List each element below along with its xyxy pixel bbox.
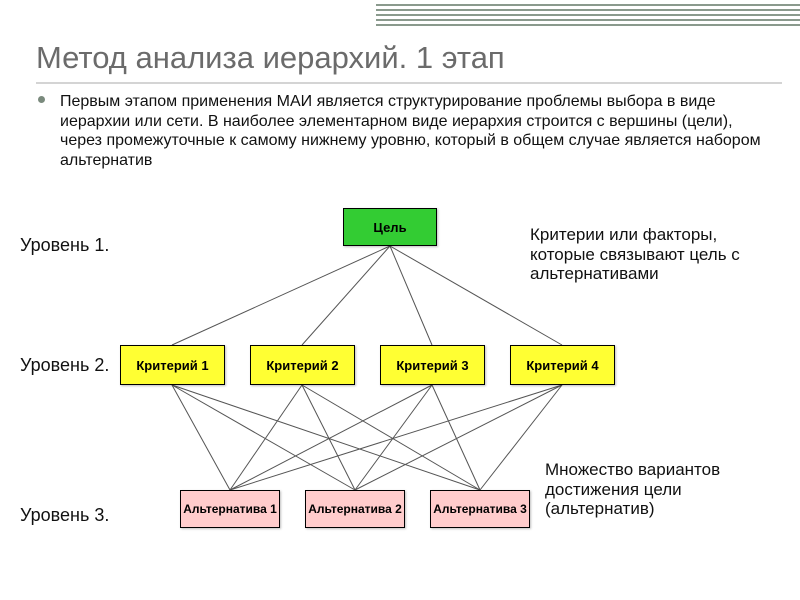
header-decoration: [0, 0, 800, 32]
alternative-node-1: Альтернатива 1: [180, 490, 280, 528]
level-1-label: Уровень 1.: [20, 235, 109, 256]
page-title: Метод анализа иерархий. 1 этап: [36, 40, 505, 76]
criterion-node-1: Критерий 1: [120, 345, 225, 385]
goal-node: Цель: [343, 208, 437, 246]
criterion-node-2: Критерий 2: [250, 345, 355, 385]
level-3-label: Уровень 3.: [20, 505, 109, 526]
bullet-icon: [38, 96, 45, 103]
title-underline: [36, 82, 782, 84]
criterion-node-3: Критерий 3: [380, 345, 485, 385]
hierarchy-diagram: Цель Критерий 1 Критерий 2 Критерий 3 Кр…: [120, 200, 660, 570]
level-2-label: Уровень 2.: [20, 355, 109, 376]
intro-paragraph: Первым этапом применения МАИ является ст…: [60, 92, 770, 170]
alternative-node-2: Альтернатива 2: [305, 490, 405, 528]
criterion-node-4: Критерий 4: [510, 345, 615, 385]
alternative-node-3: Альтернатива 3: [430, 490, 530, 528]
